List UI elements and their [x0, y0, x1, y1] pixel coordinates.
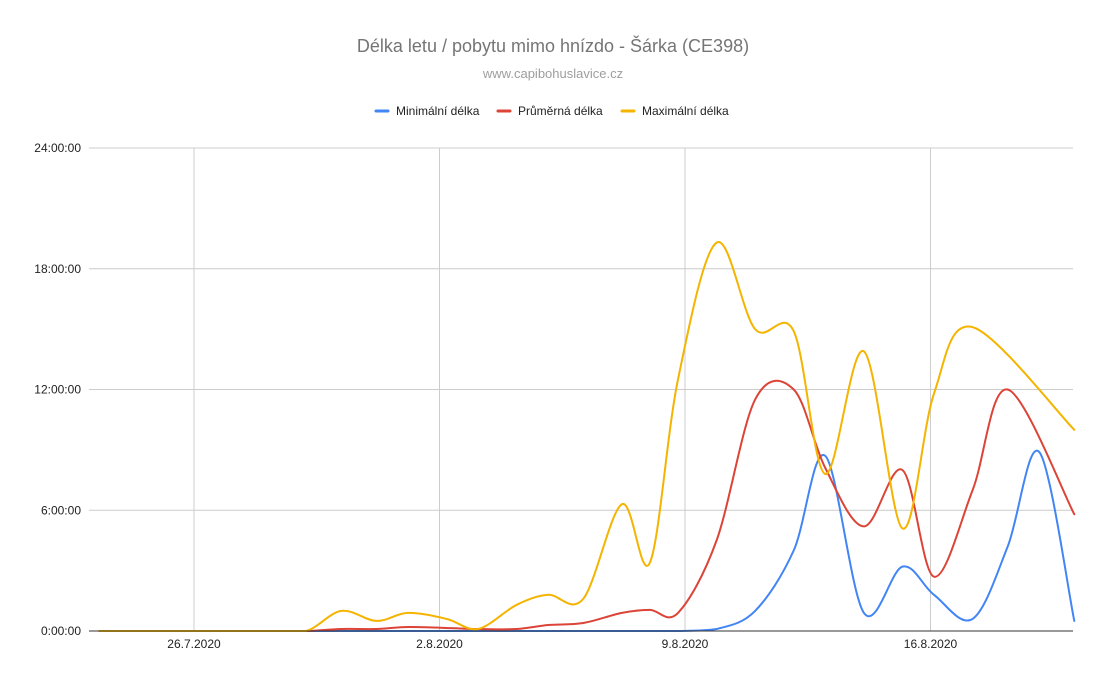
y-axis: 0:00:00 6:00:00 12:00:00 18:00:00 24:00:00 [34, 141, 81, 638]
chart-title: Délka letu / pobytu mimo hnízdo - Šárka … [357, 35, 749, 56]
y-tick-label: 12:00:00 [34, 383, 81, 397]
series-line-minimalni-delka [98, 449, 1076, 633]
y-tick-label: 6:00:00 [41, 503, 81, 517]
x-tick-label: 2.8.2020 [416, 637, 463, 651]
series-line-maximalni-delka [98, 241, 1076, 633]
legend-label: Maximální délka [642, 104, 729, 118]
chart-subtitle: www.capibohuslavice.cz [482, 66, 623, 81]
legend: Minimální délka Průměrná délka Maximální d… [374, 104, 729, 118]
gridlines [89, 147, 1073, 631]
legend-label: Průměrná délka [518, 104, 603, 118]
series-lines [98, 241, 1076, 633]
x-tick-label: 26.7.2020 [167, 637, 221, 651]
y-tick-label: 18:00:00 [34, 262, 81, 276]
legend-label: Minimální délka [396, 104, 480, 118]
x-tick-label: 16.8.2020 [904, 637, 958, 651]
y-tick-label: 0:00:00 [41, 624, 81, 638]
x-axis: 26.7.2020 2.8.2020 9.8.2020 16.8.2020 [89, 630, 1073, 651]
x-tick-label: 9.8.2020 [662, 637, 709, 651]
y-tick-label: 24:00:00 [34, 141, 81, 155]
